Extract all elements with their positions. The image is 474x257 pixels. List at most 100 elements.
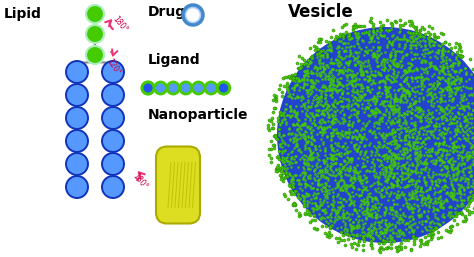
Circle shape [86, 46, 104, 64]
Point [279, 160, 287, 164]
Point [470, 193, 474, 197]
Point [382, 222, 389, 226]
Point [419, 70, 427, 74]
Point [281, 194, 289, 198]
Point [331, 37, 338, 41]
Point [435, 48, 442, 52]
Point [390, 182, 398, 187]
Point [409, 121, 416, 125]
Point [417, 185, 425, 189]
Point [402, 122, 410, 126]
Point [318, 215, 326, 219]
Point [273, 169, 281, 173]
Point [394, 97, 401, 101]
Point [383, 208, 390, 212]
Point [318, 53, 326, 57]
Point [329, 130, 337, 134]
Point [325, 74, 332, 78]
Point [340, 65, 348, 69]
Point [390, 164, 397, 168]
Point [444, 190, 451, 194]
Point [408, 223, 415, 227]
Point [318, 224, 326, 228]
Point [293, 61, 301, 65]
Point [315, 61, 323, 66]
Point [429, 133, 437, 137]
Point [411, 147, 419, 151]
Point [403, 37, 410, 41]
Point [339, 197, 346, 201]
Point [285, 171, 293, 175]
Point [402, 171, 410, 175]
Point [447, 224, 455, 228]
Point [305, 88, 313, 92]
Point [317, 40, 324, 44]
Point [306, 176, 314, 180]
Point [425, 136, 432, 140]
Point [349, 226, 357, 230]
Point [365, 231, 372, 235]
Point [333, 157, 340, 161]
Point [442, 58, 449, 62]
Point [410, 178, 417, 182]
Point [358, 188, 366, 192]
Point [367, 109, 375, 113]
Point [409, 146, 416, 150]
Point [291, 192, 298, 196]
Point [430, 43, 438, 47]
Point [405, 69, 413, 73]
Point [382, 156, 390, 160]
Point [433, 207, 441, 212]
Point [385, 40, 393, 44]
Point [467, 194, 474, 198]
Point [448, 52, 456, 57]
Point [364, 48, 371, 52]
Point [464, 208, 471, 212]
Point [440, 187, 447, 191]
Point [354, 135, 361, 139]
Point [300, 165, 307, 169]
Point [280, 133, 287, 137]
Point [427, 225, 434, 230]
Point [357, 73, 365, 77]
Point [424, 135, 432, 139]
Point [359, 156, 366, 160]
Point [337, 99, 344, 103]
Point [428, 146, 436, 150]
Point [386, 236, 394, 240]
Point [316, 168, 324, 172]
Point [347, 201, 355, 205]
Point [317, 54, 324, 58]
Point [375, 90, 383, 94]
Point [374, 220, 382, 224]
Point [304, 124, 311, 128]
Point [287, 180, 295, 184]
Point [277, 177, 285, 181]
Point [308, 153, 315, 157]
Point [304, 82, 311, 86]
Point [393, 166, 401, 170]
Point [465, 106, 473, 110]
Point [292, 114, 299, 118]
Point [388, 42, 395, 46]
Point [416, 34, 424, 38]
Point [348, 78, 356, 82]
Point [320, 160, 328, 164]
Point [294, 118, 302, 122]
Point [438, 42, 446, 46]
Point [333, 108, 341, 112]
Point [348, 83, 356, 87]
Point [353, 24, 361, 28]
Point [364, 121, 371, 125]
Point [328, 70, 335, 74]
Point [382, 135, 389, 140]
Point [457, 202, 465, 206]
Point [325, 74, 332, 78]
Point [321, 84, 328, 88]
Point [291, 137, 298, 141]
Point [324, 232, 332, 236]
Point [445, 213, 452, 217]
Point [364, 227, 372, 231]
Point [448, 167, 456, 171]
Point [392, 128, 399, 133]
